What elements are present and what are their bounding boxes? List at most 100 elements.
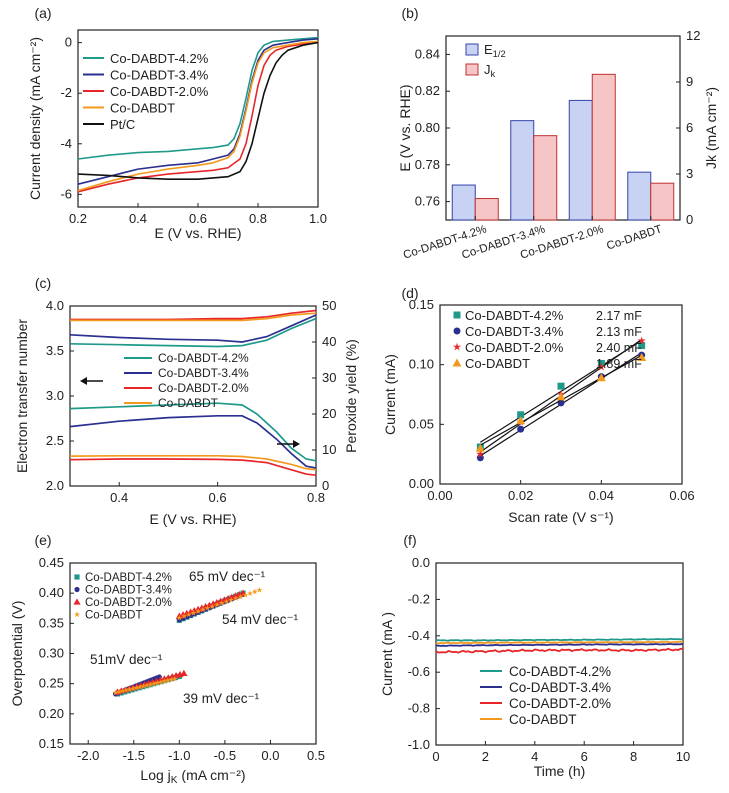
legend-label-e12: E1/2: [484, 42, 506, 59]
bar-jk: [533, 135, 558, 221]
data-point: [214, 601, 221, 608]
series-line-0: [77, 36, 319, 160]
y-tick-label: 0.00: [409, 476, 434, 491]
plot-frame: [435, 562, 684, 746]
y-tick-label: -1.0: [408, 737, 430, 752]
y2-tick-label: 6: [686, 120, 693, 135]
series-line-5: [69, 414, 317, 469]
panel-label: (d): [401, 285, 418, 301]
legend-marker: [74, 574, 80, 580]
y-tick-label: 2.5: [46, 433, 64, 448]
legend-label: Co-DABDT-2.0%: [509, 696, 611, 711]
data-point: [185, 611, 192, 618]
data-point: [237, 593, 244, 600]
legend-marker: [453, 311, 461, 319]
y-tick-label: 0.15: [39, 736, 64, 751]
x-axis-label: Time (h): [534, 763, 586, 779]
y2-axis-label: Peroxide yield (%): [343, 339, 359, 453]
legend-label-jk: Jk: [484, 62, 496, 79]
x-tick-label: 4: [531, 749, 538, 764]
legend-label: Co-DABDT: [509, 712, 577, 727]
data-point: [140, 682, 147, 689]
data-point: [136, 683, 143, 690]
data-point: [637, 353, 647, 362]
y-tick-label: -6: [60, 186, 72, 201]
data-point: [190, 609, 197, 616]
y-tick-label: 3.0: [46, 388, 64, 403]
data-point: [232, 595, 239, 601]
x-tick-label: 6: [581, 749, 588, 764]
x-tick-label: 8: [630, 749, 637, 764]
panel-label: (b): [401, 5, 418, 21]
y-tick-label: 0.80: [415, 120, 440, 135]
y-tick-label: 0.40: [39, 585, 64, 600]
y-tick-label: -4: [60, 136, 72, 151]
x-tick-label: 0: [432, 749, 439, 764]
panel-label: (e): [34, 532, 51, 548]
bar-e12: [568, 99, 593, 221]
series-line-6: [69, 458, 317, 477]
legend-label: Co-DABDT-4.2%: [465, 308, 564, 323]
legend-label: Co-DABDT-4.2%: [85, 572, 172, 584]
y2-tick-label: 3: [686, 166, 693, 181]
y-axis-label: Electron transfer number: [14, 319, 30, 473]
legend-marker: [73, 611, 81, 618]
panel-label: (a): [34, 5, 51, 21]
data-point: [638, 342, 646, 350]
right-axis-arrow-head: [293, 440, 300, 448]
y-axis-label: Current (mA): [382, 354, 398, 435]
panel-c: 0.4 0.6 0.8 2.0 2.5 3.0 3.5 4.0 0 10 20 30 40 50 (c) E …: [14, 275, 359, 527]
data-point: [223, 598, 230, 605]
y-tick-label: 0.20: [39, 706, 64, 721]
bar-jk: [591, 73, 616, 221]
series-line-2: [70, 309, 317, 321]
legend-label: Co-DABDT: [465, 356, 530, 371]
series-line-1: [69, 314, 317, 343]
data-point: [556, 392, 566, 401]
data-point: [209, 603, 216, 610]
y2-tick-label: 30: [322, 370, 336, 385]
bar-jk: [474, 198, 499, 221]
x-axis-label: Scan rate (V s⁻¹): [508, 509, 613, 525]
y2-tick-label: 0: [322, 478, 329, 493]
x-tick-label: 0.8: [249, 211, 267, 226]
data-point: [597, 362, 606, 371]
y2-tick-label: 9: [686, 74, 693, 89]
data-point: [476, 449, 485, 458]
legend-label: Co-DABDT: [85, 610, 143, 622]
capacitance-label: 2.13 mF: [596, 325, 642, 339]
y2-tick-label: 50: [322, 298, 336, 313]
data-point: [129, 685, 137, 692]
data-point: [157, 678, 164, 685]
data-point: [256, 586, 263, 593]
data-point: [228, 596, 235, 603]
x-tick-label: 1.0: [309, 211, 327, 226]
series-line-3: [435, 640, 684, 645]
legend-marker: [74, 586, 80, 593]
legend-label-jk-sub: k: [491, 69, 496, 79]
legend-label-e12-main: E: [484, 42, 493, 57]
panel-label: (f): [403, 532, 416, 548]
data-point: [251, 588, 258, 595]
data-point: [596, 373, 606, 382]
y-tick-label: 0.30: [39, 646, 64, 661]
legend-label: Co-DABDT-3.4%: [465, 324, 564, 339]
data-point: [171, 675, 178, 682]
bar-e12: [510, 120, 535, 221]
legend-marker: [453, 327, 461, 335]
y-tick-label: -0.4: [408, 628, 430, 643]
data-point: [133, 684, 140, 691]
legend-label: Co-DABDT-3.4%: [509, 680, 611, 695]
data-point: [143, 682, 150, 688]
series-line-3: [77, 40, 319, 192]
panel-d: 0.00 0.02 0.04 0.06 0.00 0.05 0.10 0.15(d) Scan …: [382, 285, 695, 525]
y-axis-label: Current (mA ): [379, 612, 395, 696]
y2-tick-label: 10: [322, 442, 336, 457]
y-tick-label: 0: [65, 35, 72, 50]
legend-label: Pt/C: [110, 117, 135, 132]
data-point: [516, 416, 526, 425]
y-axis-label: Overpotential (V): [9, 601, 25, 707]
data-point: [154, 679, 161, 686]
data-point: [242, 591, 249, 598]
